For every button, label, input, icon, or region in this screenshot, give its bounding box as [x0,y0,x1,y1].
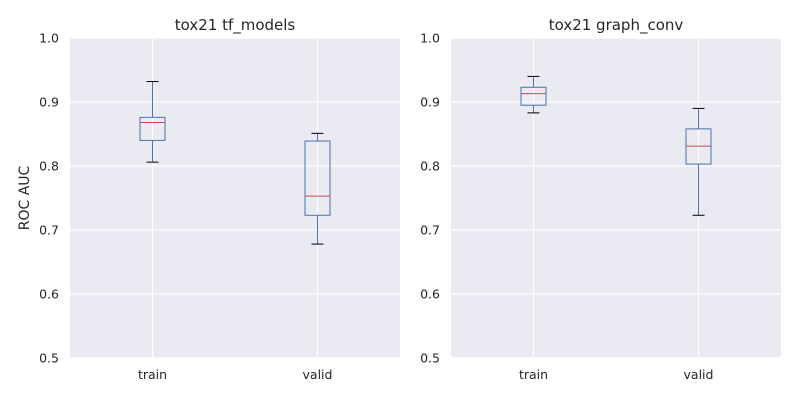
x-tick-label: train [138,367,167,382]
y-tick-label: 0.5 [420,351,440,366]
x-tick-label: valid [303,367,333,382]
box-valid [304,132,331,245]
chart-title: tox21 graph_conv [549,16,684,35]
box-valid [685,107,712,216]
box-iqr [304,140,331,216]
y-tick-label: 0.6 [420,287,440,302]
y-tick-label: 0.8 [420,159,440,174]
y-axis-label: ROC AUC [17,165,33,230]
chart-title: tox21 tf_models [175,16,296,35]
y-tick-label: 0.9 [420,95,440,110]
y-tick-label: 0.6 [39,287,59,302]
chart-panel-graph-conv: tox21 graph_conv 0.5 0.6 0.7 0.8 0.9 1.0 train… [420,16,781,382]
box-train [139,81,166,163]
plot-area [70,38,400,358]
box-train [520,75,547,114]
y-tick-label: 0.7 [39,223,59,238]
y-tick-label: 1.0 [420,31,440,46]
x-tick-label: train [519,367,548,382]
y-tick-label: 0.5 [39,351,59,366]
box-iqr [520,86,547,106]
chart-panel-tf-models: tox21 tf_models ROC AUC 0.5 0.6 0.7 0.8 0.9 1… [17,16,400,382]
box-iqr [139,116,166,141]
grid-lines [451,37,781,359]
plot-area [451,38,781,358]
x-tick-label: valid [684,367,714,382]
y-tick-label: 1.0 [39,31,59,46]
y-tick-label: 0.7 [420,223,440,238]
y-tick-label: 0.8 [39,159,59,174]
y-tick-label: 0.9 [39,95,59,110]
